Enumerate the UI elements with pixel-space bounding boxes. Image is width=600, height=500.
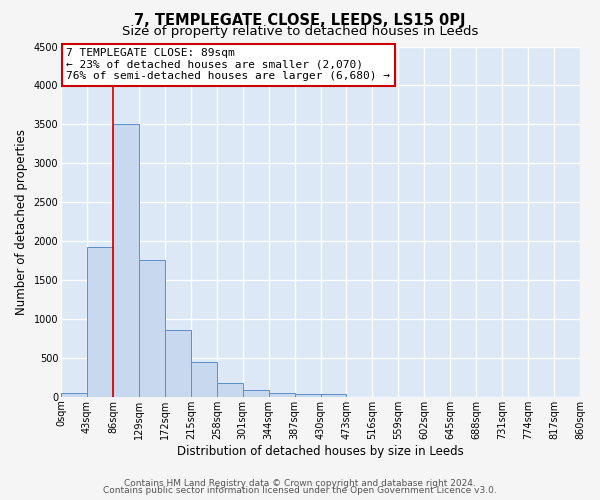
Text: Size of property relative to detached houses in Leeds: Size of property relative to detached ho… [122, 25, 478, 38]
Bar [269, 393, 295, 397]
Bar [217, 383, 243, 397]
Bar [61, 393, 87, 397]
Text: 7 TEMPLEGATE CLOSE: 89sqm
← 23% of detached houses are smaller (2,070)
76% of se: 7 TEMPLEGATE CLOSE: 89sqm ← 23% of detac… [66, 48, 390, 82]
Bar [243, 390, 269, 397]
Bar [113, 124, 139, 397]
Text: Contains HM Land Registry data © Crown copyright and database right 2024.: Contains HM Land Registry data © Crown c… [124, 478, 476, 488]
Bar [87, 248, 113, 397]
Y-axis label: Number of detached properties: Number of detached properties [15, 128, 28, 314]
Text: Contains public sector information licensed under the Open Government Licence v3: Contains public sector information licen… [103, 486, 497, 495]
Bar [320, 394, 346, 397]
Bar [295, 394, 320, 397]
Bar [139, 260, 165, 397]
Bar [165, 330, 191, 397]
X-axis label: Distribution of detached houses by size in Leeds: Distribution of detached houses by size … [177, 444, 464, 458]
Bar [191, 362, 217, 397]
Text: 7, TEMPLEGATE CLOSE, LEEDS, LS15 0PJ: 7, TEMPLEGATE CLOSE, LEEDS, LS15 0PJ [134, 12, 466, 28]
